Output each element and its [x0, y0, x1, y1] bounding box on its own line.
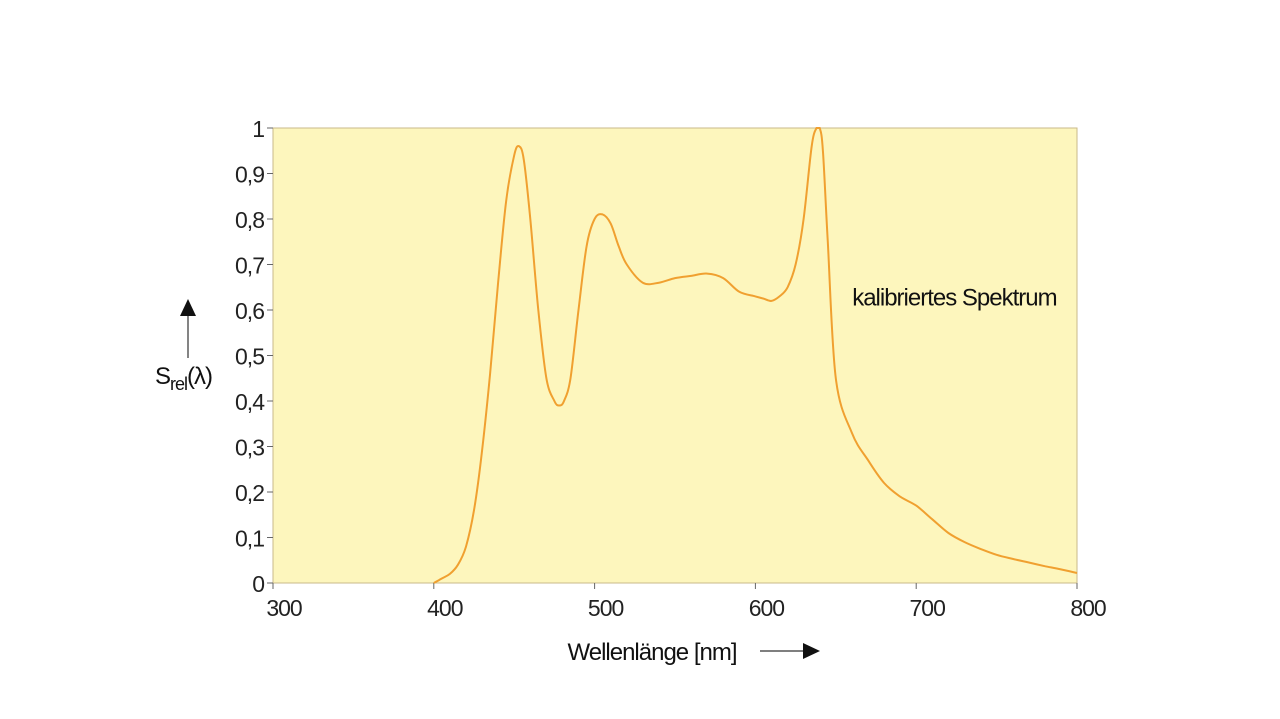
x-tick-label: 700 — [910, 595, 946, 621]
y-tick-label: 1 — [252, 116, 264, 142]
y-tick-label: 0,5 — [235, 344, 264, 370]
y-axis-label: Srel(λ) — [155, 363, 212, 394]
series-line — [433, 126, 1078, 584]
x-axis-arrow-icon — [760, 643, 820, 659]
x-tick-label: 800 — [1070, 595, 1106, 621]
y-tick-label: 0,1 — [235, 526, 264, 552]
y-tick-label: 0,4 — [235, 389, 265, 415]
y-tick-label: 0,9 — [235, 162, 264, 188]
x-axis-label: Wellenlänge [nm] — [568, 639, 737, 666]
x-axis: 300 400 500 600 700 800 — [266, 583, 1107, 621]
plot-area-background — [272, 127, 1078, 584]
x-tick-label: 300 — [266, 595, 302, 621]
x-tick-label: 600 — [749, 595, 785, 621]
x-tick-label: 500 — [588, 595, 624, 621]
y-tick-label: 0,6 — [235, 298, 264, 324]
y-tick-label: 0 — [252, 571, 264, 597]
y-axis-arrow-icon — [180, 299, 196, 358]
y-tick-label: 0,3 — [235, 435, 264, 461]
y-tick-label: 0,2 — [235, 480, 264, 506]
y-tick-label: 0,8 — [235, 207, 264, 233]
y-axis: 0 0,1 0,2 0,3 0,4 0,5 0,6 0,7 0,8 0,9 1 — [235, 116, 273, 597]
y-tick-label: 0,7 — [235, 253, 264, 279]
annotation-calibrated-spectrum: kalibriertes Spektrum — [852, 284, 1056, 311]
x-tick-label: 400 — [427, 595, 463, 621]
